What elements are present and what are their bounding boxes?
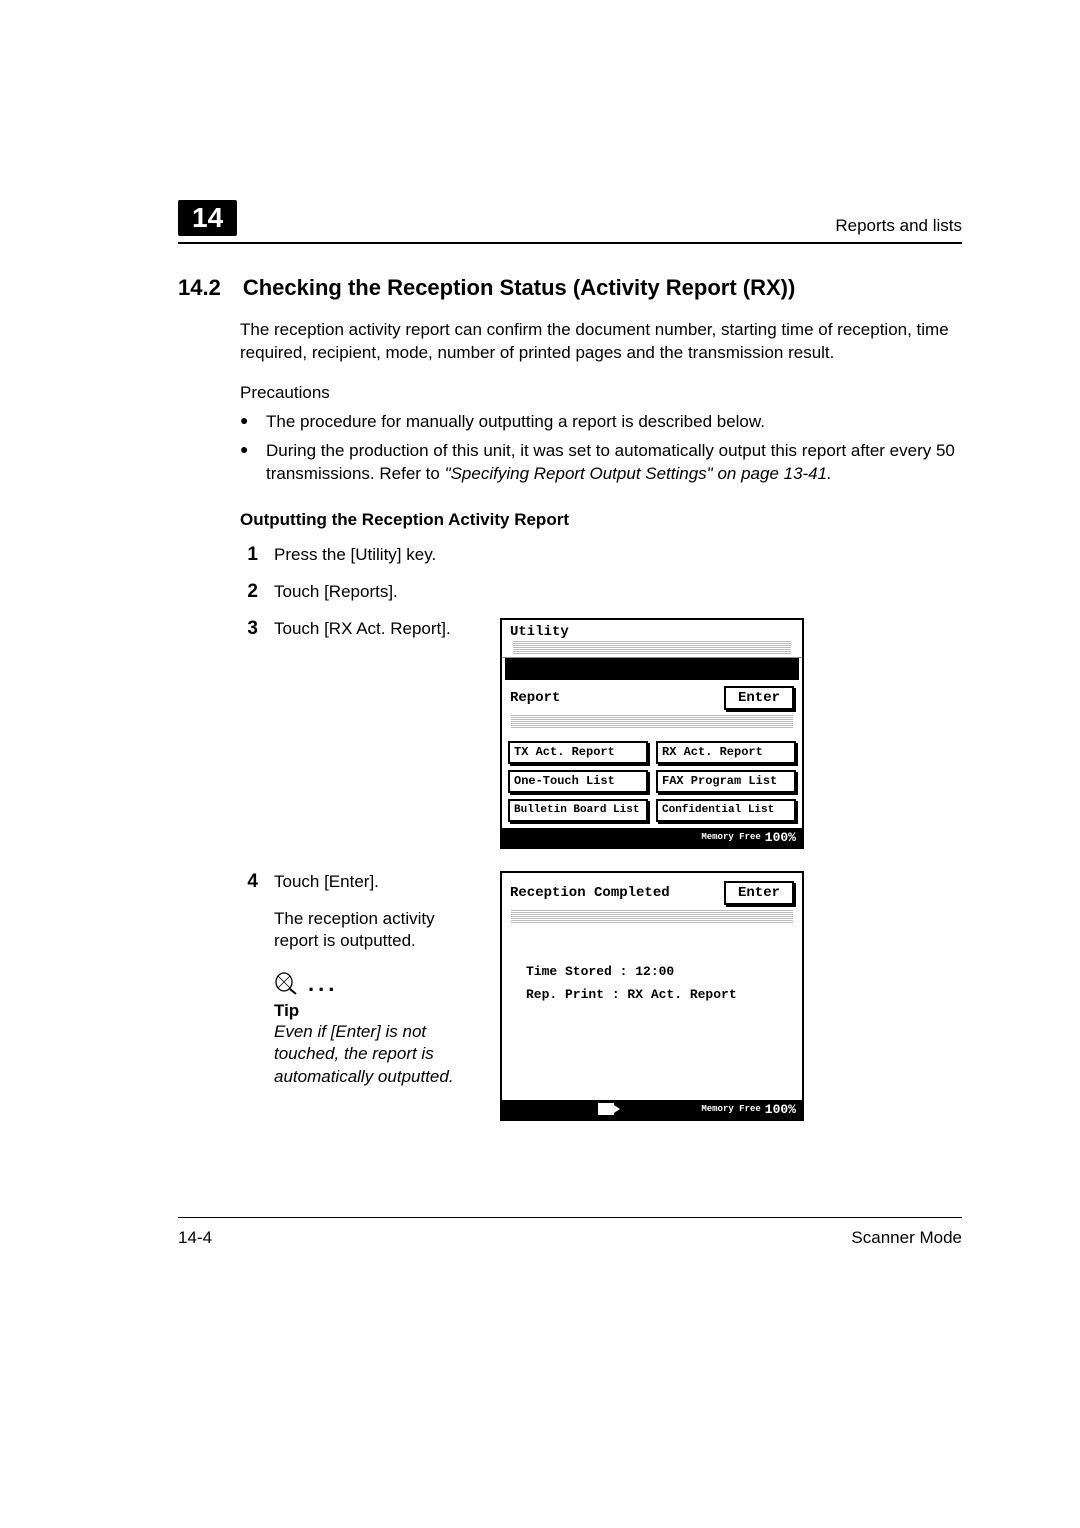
panel-footer: Memory Free 100% (502, 1100, 802, 1119)
memory-free-label: Memory Free (701, 833, 760, 842)
panel-blackbar (505, 658, 799, 680)
precautions-list: The procedure for manually outputting a … (240, 411, 962, 486)
rx-act-report-button[interactable]: RX Act. Report (656, 741, 796, 764)
panel-footer: Memory Free 100% (502, 828, 802, 847)
fax-program-list-button[interactable]: FAX Program List (656, 770, 796, 793)
tip-block: ... Tip Even if [Enter] is not touched, … (274, 971, 480, 1087)
step-number: 1 (240, 544, 258, 566)
tx-act-report-button[interactable]: TX Act. Report (508, 741, 648, 764)
precautions-label: Precautions (240, 382, 962, 405)
chapter-badge: 14 (178, 200, 237, 236)
tip-dots: ... (308, 971, 338, 997)
one-touch-list-button[interactable]: One-Touch List (508, 770, 648, 793)
report-button-grid: TX Act. Report RX Act. Report One-Touch … (502, 735, 802, 827)
memory-free-label: Memory Free (701, 1105, 760, 1114)
section-title: Checking the Reception Status (Activity … (243, 274, 796, 303)
step-1: 1 Press the [Utility] key. (240, 544, 962, 567)
panel-title: Utility (510, 624, 569, 640)
panel-section-label: Report (510, 690, 560, 706)
section-heading: 14.2 Checking the Reception Status (Acti… (178, 274, 962, 303)
memory-free-value: 100% (765, 1102, 796, 1117)
utility-report-panel: Utility Report Enter TX Act. Report RX A… (500, 618, 804, 848)
memory-free-value: 100% (765, 830, 796, 845)
step-4-block: 4 Touch [Enter]. The reception activity … (240, 871, 962, 1121)
step-follow-text: The reception activity report is outputt… (274, 908, 480, 954)
reception-completed-panel: Reception Completed Enter Time Stored : … (500, 871, 804, 1121)
section-number: 14.2 (178, 275, 221, 301)
step-2: 2 Touch [Reports]. (240, 581, 962, 604)
step-text: Press the [Utility] key. (274, 544, 436, 567)
subheading: Outputting the Reception Activity Report (240, 510, 962, 530)
step-3-block: 3 Touch [RX Act. Report]. Utility Report… (240, 618, 962, 848)
page-footer: 14-4 Scanner Mode (178, 1217, 962, 1248)
intro-paragraph: The reception activity report can confir… (240, 319, 962, 365)
list-item: During the production of this unit, it w… (240, 440, 962, 486)
tip-text: Even if [Enter] is not touched, the repo… (274, 1021, 480, 1087)
bulletin-board-list-button[interactable]: Bulletin Board List (508, 799, 648, 821)
panel-body: Time Stored : 12:00 Rep. Print : RX Act.… (502, 930, 802, 1100)
enter-button[interactable]: Enter (724, 686, 794, 710)
step-text: Touch [Enter]. (274, 871, 379, 894)
step-number: 2 (240, 581, 258, 603)
footer-mode: Scanner Mode (851, 1228, 962, 1248)
step-number: 3 (240, 618, 258, 640)
bullet-text: The procedure for manually outputting a … (266, 412, 765, 431)
rep-print-line: Rep. Print : RX Act. Report (526, 983, 788, 1006)
step-text: Touch [Reports]. (274, 581, 398, 604)
confidential-list-button[interactable]: Confidential List (656, 799, 796, 821)
tip-label: Tip (274, 1001, 480, 1021)
time-stored-line: Time Stored : 12:00 (526, 960, 788, 983)
step-number: 4 (240, 871, 258, 893)
header-breadcrumb: Reports and lists (835, 216, 962, 236)
panel-title: Reception Completed (510, 885, 670, 901)
page-header: 14 Reports and lists (178, 200, 962, 244)
step-text: Touch [RX Act. Report]. (274, 618, 451, 641)
tip-icon (274, 972, 302, 996)
page-nav-icon[interactable] (598, 1103, 614, 1115)
bullet-ref: "Specifying Report Output Settings" on p… (445, 464, 832, 483)
enter-button[interactable]: Enter (724, 881, 794, 905)
list-item: The procedure for manually outputting a … (240, 411, 962, 434)
page-number: 14-4 (178, 1228, 212, 1248)
